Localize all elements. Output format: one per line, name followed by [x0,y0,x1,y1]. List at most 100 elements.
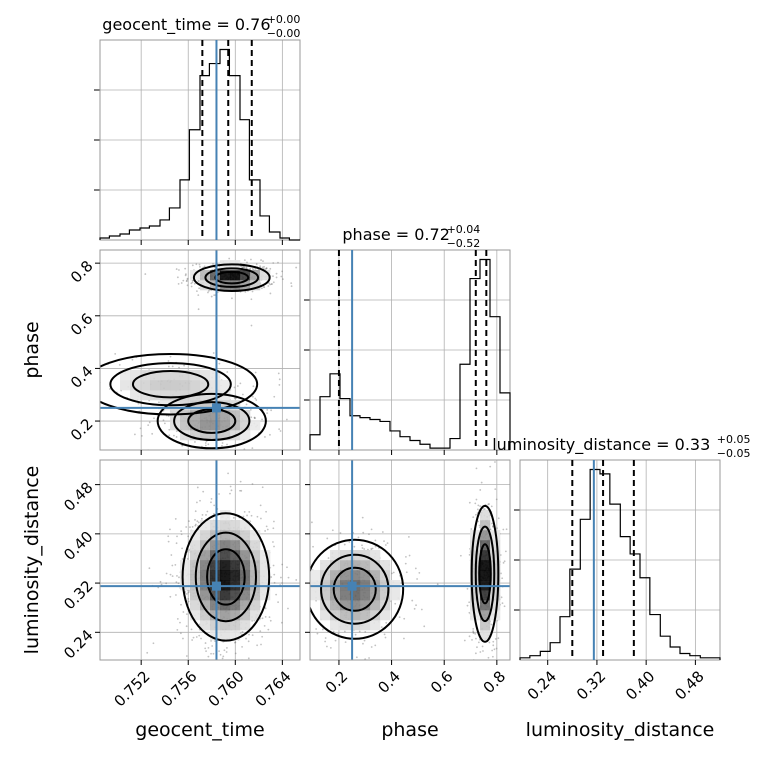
density-cell [220,610,231,621]
sample-point [212,652,215,655]
density-cell [200,550,211,561]
sample-point [285,418,288,421]
sample-point [404,562,407,565]
density-cell [320,610,331,621]
density-cell [220,540,231,551]
sample-point [468,611,471,614]
density-cell [220,380,231,391]
histogram-luminosity_distance [519,468,721,660]
sample-point [266,528,269,531]
sample-point [474,632,477,635]
sample-point [475,637,477,640]
density-cell [390,580,401,591]
sample-point [185,625,188,628]
density-cell [470,590,481,601]
sample-point [250,298,253,301]
density-cell [200,380,211,391]
density-cell [250,590,261,601]
density-cell [390,590,401,601]
sample-point [249,267,252,270]
sample-point [303,422,305,424]
sample-point [278,378,281,381]
sample-point [475,513,477,516]
sample-point [269,267,272,270]
density-cell [250,280,261,291]
sample-point [133,433,136,436]
sample-point [186,278,189,281]
sample-point [195,480,197,482]
sample-point [270,409,273,412]
sample-point [158,401,160,404]
density-cell [190,530,201,541]
density-cell [210,590,221,601]
sample-point [210,497,213,500]
density-cell [210,370,221,381]
panel-frame [99,249,301,451]
contour-level [478,543,492,605]
panel-content [100,250,305,482]
sample-point [363,639,366,642]
sample-point [211,645,214,647]
truth-marker [211,403,221,413]
sample-point [261,486,264,489]
density-cell [200,570,211,581]
sample-point [197,308,200,311]
sample-point [184,273,187,276]
sample-point [392,571,395,574]
sample-point [272,275,274,278]
sample-point [269,433,271,436]
sample-point [357,536,360,539]
density-cell [210,420,221,431]
sample-point [269,283,272,286]
sample-point [277,261,279,264]
sample-point [511,489,513,491]
sample-point [277,601,279,604]
sample-point [416,578,418,580]
sample-point [297,594,299,596]
sample-point [196,290,198,292]
density-cell [210,630,221,641]
density-cell [240,600,251,611]
density-cell [230,550,241,561]
sample-point [500,596,503,599]
sample-point [311,521,313,524]
sample-point [185,280,188,283]
sample-point [414,567,417,570]
contour-level [181,512,271,642]
density-cell [190,400,201,411]
density-cell [160,370,171,381]
sample-point [344,641,347,644]
sample-point [175,542,178,545]
contour-level [310,538,405,640]
panel-frame [99,459,301,661]
sample-point [503,560,506,563]
sample-point [167,535,170,538]
sample-point [463,639,466,642]
sample-point [255,263,258,266]
density-cell [480,620,491,631]
sample-point [269,619,272,622]
x-tick-label-geocent_time: 0.756 [158,667,201,710]
sample-point [250,416,253,419]
sample-point [490,505,493,508]
sample-point [194,524,197,527]
sample-point [114,352,117,355]
sample-point [197,294,200,296]
sample-point [334,639,337,642]
sample-point [239,665,241,667]
density-cell [490,550,501,561]
density-cell [240,530,251,541]
sample-point [184,267,187,270]
sample-point [226,647,228,649]
sample-point [159,580,162,583]
sample-point [182,279,185,282]
density-cell [200,590,211,601]
density-cell [190,560,201,571]
sample-point [169,573,172,576]
density-cell [220,280,231,291]
sample-point [236,385,239,387]
sample-point [272,541,274,543]
density-cell [220,530,231,541]
density-cell [230,420,241,431]
sample-point [279,430,282,432]
